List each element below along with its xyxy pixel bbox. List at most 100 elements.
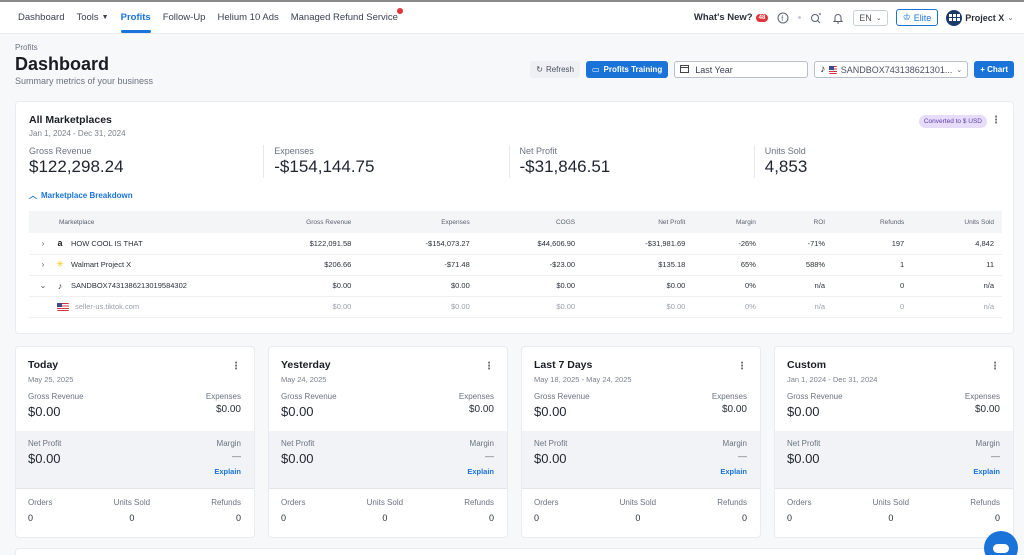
net-profit-label: Net Profit [28, 439, 62, 448]
nav-follow-up[interactable]: Follow-Up [157, 2, 212, 33]
cell-refunds: 0 [833, 275, 913, 297]
account-value: SANDBOX743138621301... [840, 64, 953, 75]
chevron-down-icon[interactable]: ⌄ [39, 281, 47, 290]
units-value: 0 [888, 513, 894, 523]
crown-icon: ♔ [902, 12, 911, 22]
metric-label: Net Profit [519, 146, 558, 156]
expenses-value: $0.00 [468, 404, 494, 415]
currency-badge: Converted to $ USD [918, 115, 987, 128]
period-card-yesterday: Yesterday May 24, 2025 ⋮ Gross Revenue $… [268, 346, 508, 538]
whats-new-label: What's New? [693, 12, 753, 23]
facebook-icon[interactable]: f [776, 11, 790, 25]
net-profit-label: Net Profit [787, 439, 821, 448]
elite-plan-button[interactable]: ♔ Elite [895, 9, 939, 26]
account-select[interactable]: ♪ SANDBOX743138621301... ⌄ [814, 61, 969, 78]
gross-revenue-value: $0.00 [787, 404, 820, 419]
breakdown-label: Marketplace Breakdown [41, 191, 133, 200]
table-row[interactable]: ⌄ ♪ SANDBOX7431386213019584302 $0.00 $0.00… [29, 275, 1002, 297]
metric-value: $122,298.24 [29, 157, 124, 176]
notification-dot [396, 8, 403, 14]
us-flag-icon [829, 65, 837, 74]
margin-label: Margin [975, 439, 1000, 448]
margin-value: — [485, 451, 494, 461]
cell-roi: n/a [763, 275, 834, 297]
units-label: Units Sold [113, 498, 151, 507]
orders-value: 0 [787, 513, 793, 523]
nav-profits[interactable]: Profits [115, 2, 157, 33]
ai-search-icon[interactable] [809, 11, 823, 25]
more-options-icon[interactable]: ⋮ [737, 361, 747, 372]
period-date: May 24, 2025 [281, 375, 327, 384]
more-options-icon[interactable]: ⋮ [991, 115, 1001, 126]
marketplace-name: SANDBOX7431386213019584302 [71, 281, 187, 290]
refunds-value: 0 [488, 513, 494, 523]
refresh-button[interactable]: ↻ Refresh [530, 61, 580, 78]
tiktok-icon: ♪ [820, 64, 826, 75]
cell-units: n/a [912, 296, 1002, 318]
profits-training-button[interactable]: ▭ Profits Training [585, 61, 669, 78]
more-options-icon[interactable]: ⋮ [990, 361, 1000, 372]
expenses-label: Expenses [205, 392, 241, 401]
date-range-picker[interactable]: Last Year [674, 61, 809, 78]
project-switcher[interactable]: Project X ⌄ [946, 9, 1014, 26]
cell-gross: $122,091.58 [239, 233, 360, 255]
margin-value: — [991, 451, 1000, 461]
breadcrumb[interactable]: Profits [15, 43, 38, 52]
chevron-right-icon[interactable]: › [41, 260, 45, 269]
table-row[interactable]: › ✳ Walmart Project X $206.66 -$71.48 -$23… [29, 254, 1002, 276]
more-options-icon[interactable]: ⋮ [484, 361, 494, 372]
explain-link[interactable]: Explain [467, 467, 494, 476]
refunds-stat: Refunds 0 [717, 498, 747, 523]
cell-margin: 0% [693, 296, 764, 318]
table-row[interactable]: › a HOW COOL IS THAT $122,091.58 -$154,073… [29, 233, 1002, 255]
language-select[interactable]: EN ⌄ [853, 9, 888, 26]
expenses-label: Expenses [458, 392, 494, 401]
explain-link[interactable]: Explain [720, 467, 747, 476]
explain-link[interactable]: Explain [973, 467, 1000, 476]
cell-units: n/a [912, 275, 1002, 297]
cell-refunds: 197 [833, 233, 913, 255]
period-title: Today [28, 359, 59, 371]
net-profit-value: $0.00 [28, 451, 61, 466]
marketplace-breakdown-toggle[interactable]: ︿ Marketplace Breakdown [29, 190, 133, 201]
separator-dot [798, 16, 802, 19]
explain-link[interactable]: Explain [214, 467, 241, 476]
nav-tools[interactable]: Tools ▼ [70, 2, 114, 33]
net-profit-label: Net Profit [281, 439, 315, 448]
period-date: Jan 1, 2024 - Dec 31, 2024 [787, 375, 878, 384]
cell-roi: 588% [763, 254, 834, 276]
whats-new-badge: 48 [755, 13, 769, 22]
nav-helium-10-ads[interactable]: Helium 10 Ads [211, 2, 284, 33]
gross-revenue-value: $0.00 [281, 404, 314, 419]
marketplace-breakdown-table: Marketplace Gross Revenue Expenses COGS … [29, 211, 1002, 318]
add-chart-button[interactable]: + Chart [974, 61, 1014, 78]
table-subrow: seller-us.tiktok.com $0.00 $0.00 $0.00 $… [29, 296, 1002, 318]
page-subtitle: Summary metrics of your business [15, 76, 154, 86]
orders-stat: Orders 0 [28, 498, 52, 523]
chevron-right-icon[interactable]: › [41, 238, 45, 248]
more-options-icon[interactable]: ⋮ [231, 361, 241, 372]
units-stat: Units Sold 0 [114, 498, 150, 523]
col-marketplace: Marketplace [29, 211, 239, 233]
col-units-sold: Units Sold [912, 211, 1002, 233]
toolbar: ↻ Refresh ▭ Profits Training Last Year ♪… [530, 61, 1014, 78]
col-refunds: Refunds [833, 211, 913, 233]
refunds-stat: Refunds 0 [211, 498, 241, 523]
whats-new-link[interactable]: What's New? 48 [693, 12, 769, 23]
nav-managed-refund-service[interactable]: Managed Refund Service [285, 2, 404, 33]
chat-support-button[interactable] [984, 531, 1018, 555]
all-marketplaces-card: All Marketplaces Jan 1, 2024 - Dec 31, 2… [15, 101, 1014, 334]
units-stat: Units Sold 0 [620, 498, 656, 523]
nav-dashboard[interactable]: Dashboard [12, 2, 70, 33]
refunds-stat: Refunds 0 [464, 498, 494, 523]
summary-metrics: Gross Revenue $122,298.24 Expenses -$154… [29, 145, 999, 178]
period-date: May 18, 2025 - May 24, 2025 [534, 375, 632, 384]
cell-net: -$31,981.69 [583, 233, 694, 255]
refunds-value: 0 [235, 513, 241, 523]
period-stats: Orders 0 Units Sold 0 Refunds 0 [281, 498, 494, 523]
refunds-stat: Refunds 0 [970, 498, 1000, 523]
chevron-down-icon: ▼ [101, 14, 109, 21]
date-range-value: Last Year [695, 64, 733, 75]
cell-cogs: $44,606.90 [477, 233, 584, 255]
bell-icon[interactable] [831, 11, 845, 25]
